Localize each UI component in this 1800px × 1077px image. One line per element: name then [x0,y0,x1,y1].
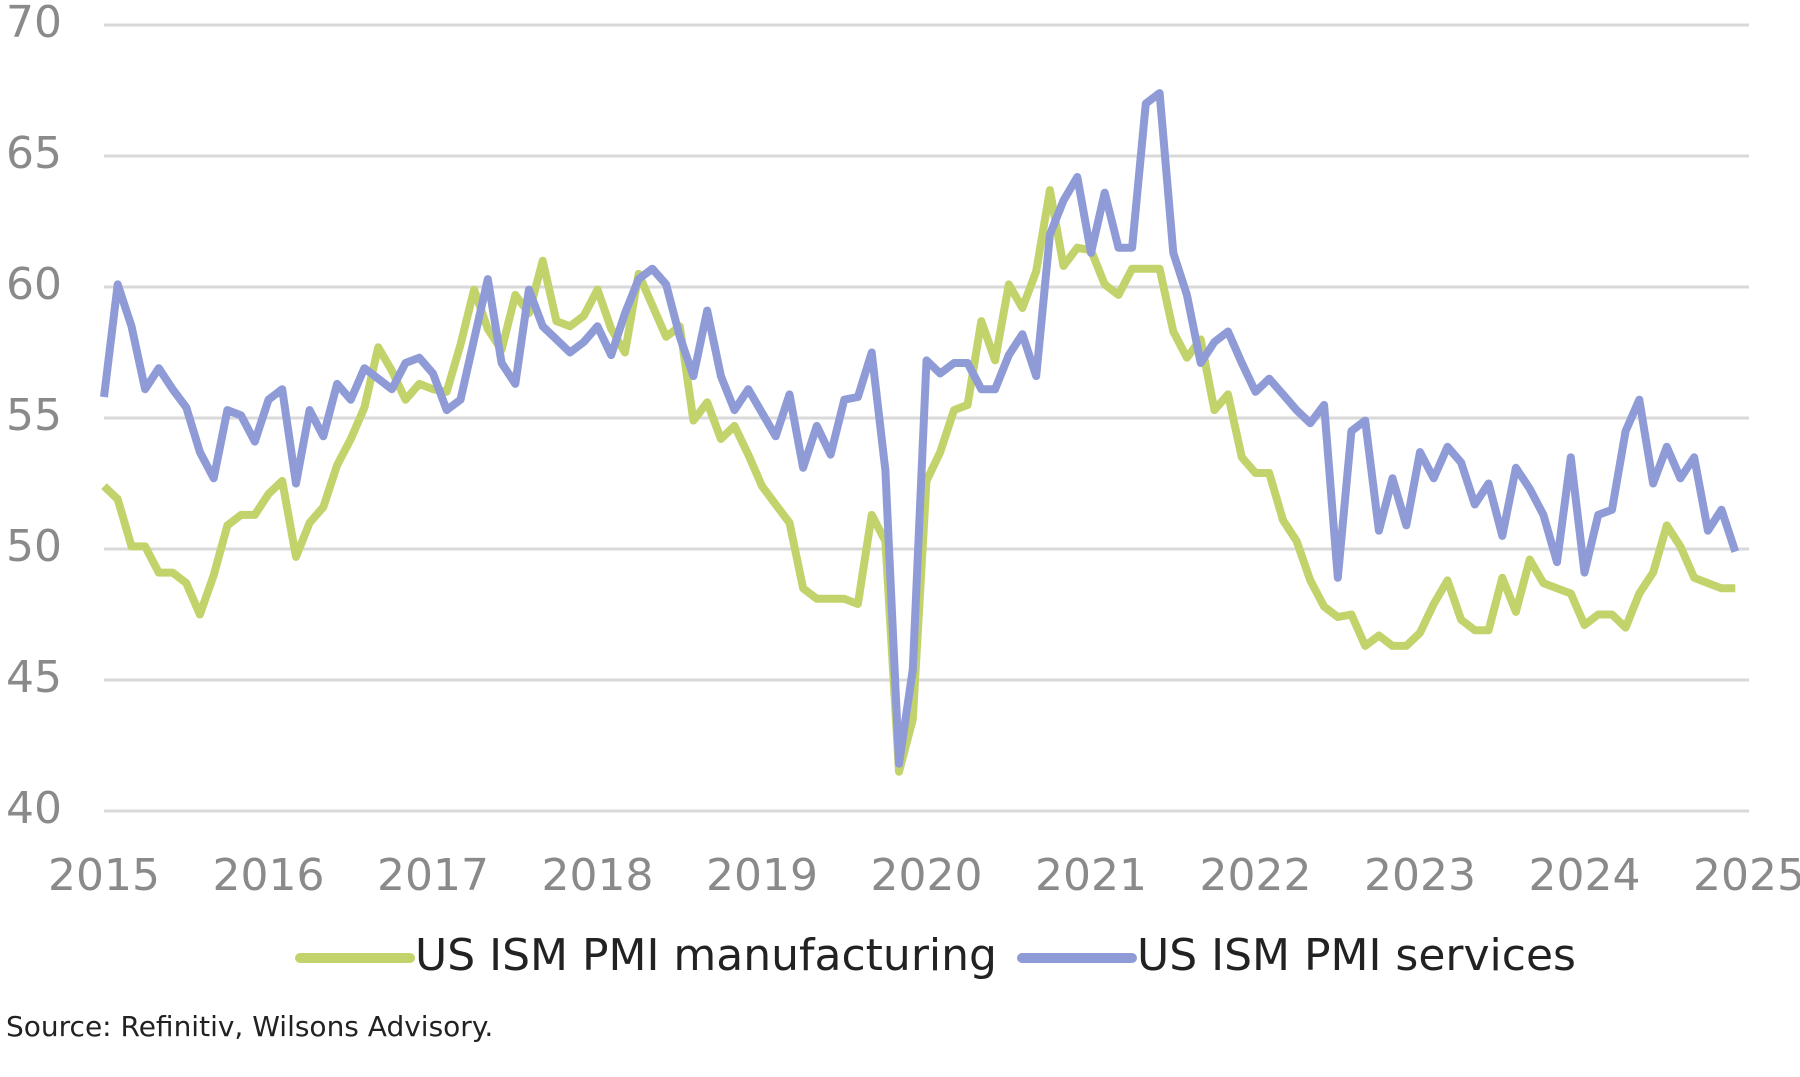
x-tick-label: 2019 [706,850,818,901]
x-tick-label: 2015 [48,850,160,901]
x-tick-label: 2021 [1035,850,1147,901]
x-tick-label: 2022 [1200,850,1312,901]
y-tick-label: 45 [6,652,62,703]
y-tick-label: 60 [6,259,62,310]
y-tick-label: 55 [6,390,62,441]
legend-label: US ISM PMI manufacturing [415,930,997,981]
x-tick-label: 2017 [377,850,489,901]
x-tick-label: 2025 [1693,850,1800,901]
x-tick-label: 2016 [213,850,325,901]
x-tick-label: 2023 [1364,850,1476,901]
legend-label: US ISM PMI services [1137,930,1576,981]
y-tick-label: 65 [6,128,62,179]
x-tick-label: 2020 [871,850,983,901]
series-line [100,89,1740,768]
x-tick-label: 2024 [1529,850,1641,901]
source: Source: Refinitiv, Wilsons Advisory. [6,1010,493,1043]
y-tick-label: 70 [6,0,62,48]
x-tick-label: 2018 [542,850,654,901]
y-tick-label: 50 [6,521,62,572]
y-tick-label: 40 [6,783,62,834]
